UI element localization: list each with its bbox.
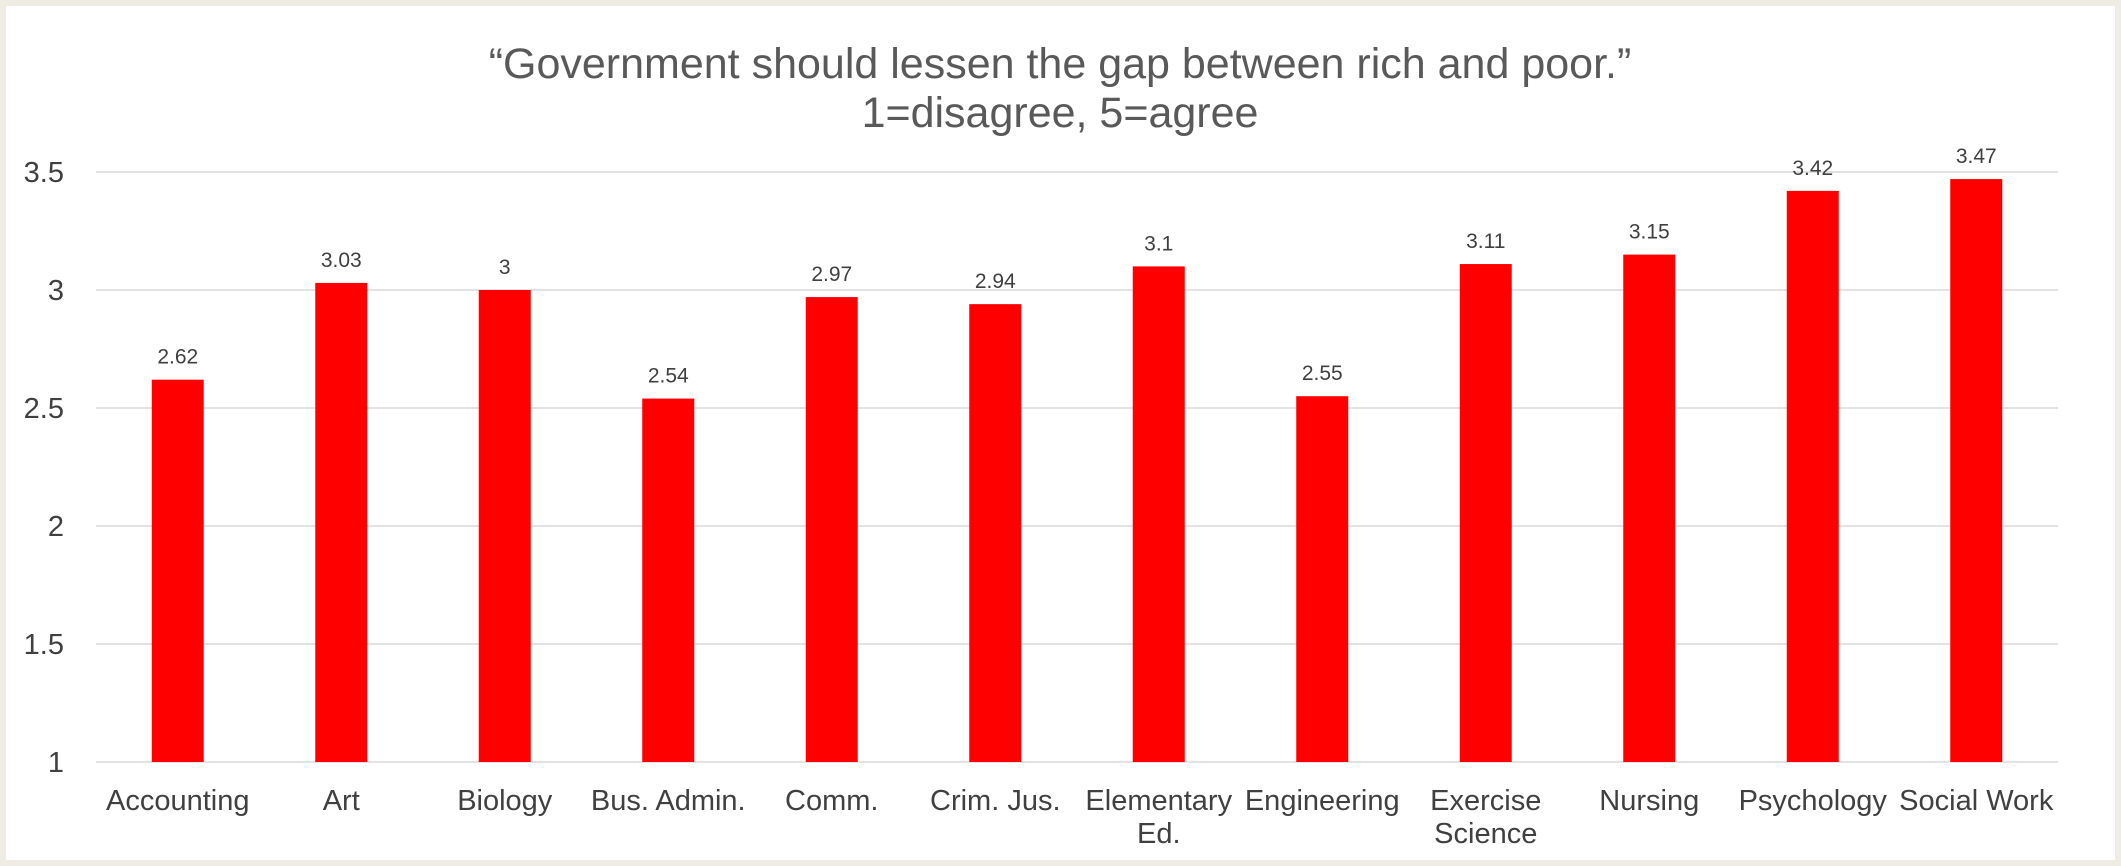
data-label: 3.42 bbox=[1792, 157, 1833, 180]
x-tick-label: Engineering bbox=[1245, 785, 1400, 817]
chart-title-line-1: “Government should lessen the gap betwee… bbox=[489, 40, 1632, 88]
data-label: 2.97 bbox=[811, 263, 852, 286]
x-tick-label: Art bbox=[323, 785, 360, 817]
gridlines bbox=[96, 171, 2058, 763]
x-tick-label: Comm. bbox=[785, 785, 878, 817]
x-tick-label: Biology bbox=[457, 785, 553, 817]
x-tick-label: Crim. Jus. bbox=[930, 785, 1061, 817]
bars bbox=[151, 179, 2003, 762]
y-tick-label: 2.5 bbox=[24, 393, 64, 425]
y-tick-label: 1 bbox=[48, 747, 64, 779]
data-label: 2.62 bbox=[157, 346, 198, 369]
x-tick-label: Nursing bbox=[1599, 785, 1699, 817]
bar bbox=[1459, 264, 1512, 762]
y-tick-label: 3 bbox=[48, 275, 64, 307]
x-tick-label: Psychology bbox=[1739, 785, 1888, 817]
bar bbox=[969, 304, 1022, 762]
data-label: 2.94 bbox=[975, 270, 1016, 293]
bar bbox=[151, 379, 204, 762]
x-tick-label: Elementary Ed. bbox=[1085, 785, 1232, 850]
data-label: 2.54 bbox=[648, 365, 689, 388]
bar bbox=[315, 282, 368, 762]
bar bbox=[1950, 179, 2003, 762]
data-label: 3 bbox=[499, 256, 511, 279]
bar-chart: “Government should lessen the gap betwee… bbox=[24, 40, 2058, 850]
chart-frame: “Government should lessen the gap betwee… bbox=[6, 6, 2115, 860]
data-label: 2.55 bbox=[1302, 362, 1343, 385]
bar bbox=[805, 297, 858, 762]
bar bbox=[1623, 254, 1676, 762]
bar bbox=[1132, 266, 1185, 762]
x-axis: Accounting Art Biology Bus. Admin. Comm. Crim… bbox=[106, 785, 2054, 850]
x-tick-label: Bus. Admin. bbox=[591, 785, 746, 817]
x-tick-label: Social Work bbox=[1899, 785, 2054, 817]
y-tick-label: 2 bbox=[48, 511, 64, 543]
data-labels: 2.62 3.03 3 2.54 2.97 2.94 3.1 2.55 3.11 3.15 3.42… bbox=[157, 145, 1996, 387]
data-label: 3.11 bbox=[1466, 230, 1505, 253]
bar bbox=[1296, 396, 1349, 762]
data-label: 3.47 bbox=[1956, 145, 1997, 168]
bar bbox=[642, 398, 695, 762]
x-tick-label: Exercise Science bbox=[1430, 785, 1541, 850]
bar bbox=[478, 290, 531, 762]
data-label: 3.03 bbox=[321, 249, 362, 272]
bar bbox=[1786, 190, 1839, 762]
y-tick-label: 3.5 bbox=[24, 157, 64, 189]
y-tick-label: 1.5 bbox=[24, 629, 64, 661]
y-axis: 1 1.5 2 2.5 3 3.5 bbox=[24, 157, 64, 779]
data-label: 3.15 bbox=[1629, 221, 1670, 244]
data-label: 3.1 bbox=[1144, 232, 1173, 255]
chart-title-line-2: 1=disagree, 5=agree bbox=[862, 89, 1259, 137]
x-tick-label: Accounting bbox=[106, 785, 250, 817]
